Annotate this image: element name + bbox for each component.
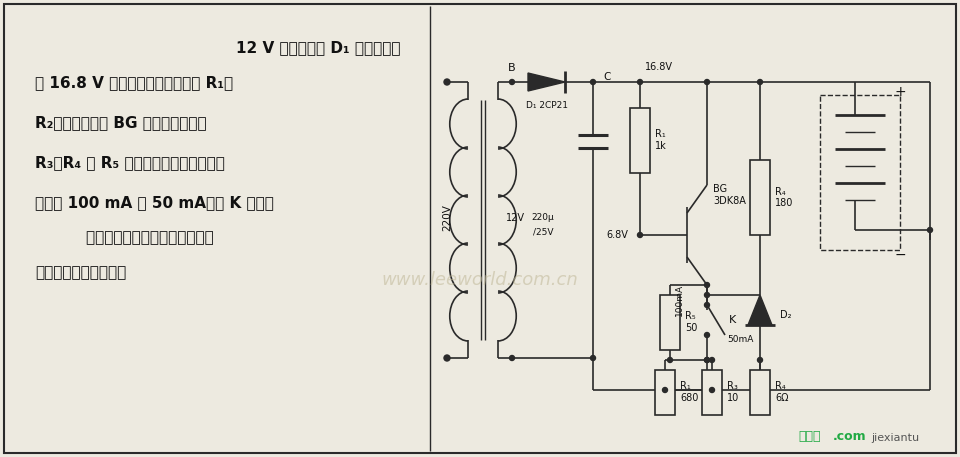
Circle shape — [709, 357, 714, 362]
Text: 施，使用中注意计时。: 施，使用中注意计时。 — [35, 265, 127, 280]
Bar — [750, 160, 770, 235]
Text: R₄
6Ω: R₄ 6Ω — [775, 381, 788, 403]
Text: 本电路设计简单，无超时保护措: 本电路设计简单，无超时保护措 — [65, 230, 214, 245]
Text: /25V: /25V — [533, 228, 553, 237]
Bar — [655, 370, 675, 415]
Text: 6.8V: 6.8V — [606, 230, 628, 240]
Circle shape — [927, 228, 932, 233]
Text: R₁
680: R₁ 680 — [680, 381, 698, 403]
Polygon shape — [528, 73, 565, 91]
Text: 到 16.8 V 左右直流充电电压，经 R₁，: 到 16.8 V 左右直流充电电压，经 R₁， — [35, 75, 233, 90]
Bar — [750, 370, 770, 415]
Text: www.leeworld.com.cn: www.leeworld.com.cn — [382, 271, 578, 289]
Text: BG
3DK8A: BG 3DK8A — [713, 184, 746, 206]
Circle shape — [667, 357, 673, 362]
Bar — [820, 95, 900, 250]
Text: D₁ 2CP21: D₁ 2CP21 — [525, 101, 567, 111]
Circle shape — [662, 388, 667, 393]
Circle shape — [705, 357, 709, 362]
Circle shape — [637, 80, 642, 85]
Circle shape — [444, 79, 450, 85]
Text: R₄
180: R₄ 180 — [775, 187, 793, 208]
Text: D₂: D₂ — [780, 310, 791, 320]
Circle shape — [757, 357, 762, 362]
Text: 50mA: 50mA — [727, 335, 754, 345]
Bar — [630, 108, 650, 173]
Text: 220μ: 220μ — [532, 213, 554, 223]
Circle shape — [705, 282, 709, 287]
Circle shape — [705, 292, 709, 298]
Circle shape — [705, 357, 709, 362]
Bar — [660, 295, 680, 350]
Text: 接线图: 接线图 — [799, 430, 821, 443]
Text: R₃
10: R₃ 10 — [727, 381, 739, 403]
Circle shape — [757, 80, 762, 85]
Text: 220V: 220V — [442, 205, 452, 231]
Circle shape — [590, 356, 595, 361]
Text: +: + — [894, 85, 906, 99]
Text: 16.8V: 16.8V — [645, 62, 673, 72]
Text: K: K — [729, 315, 736, 325]
Circle shape — [705, 303, 709, 308]
Circle shape — [637, 233, 642, 238]
Circle shape — [709, 388, 714, 393]
Text: −: − — [894, 248, 906, 262]
Text: R₃，R₄ 和 R₅ 为限流电阻，使充电电流: R₃，R₄ 和 R₅ 为限流电阻，使充电电流 — [35, 155, 225, 170]
Circle shape — [705, 333, 709, 338]
Text: R₁
1k: R₁ 1k — [655, 129, 667, 151]
Text: C: C — [603, 72, 611, 82]
Polygon shape — [748, 295, 772, 325]
Text: R₂，为恒流源管 BG 提供基极偏流。: R₂，为恒流源管 BG 提供基极偏流。 — [35, 115, 206, 130]
Circle shape — [705, 80, 709, 85]
Circle shape — [444, 355, 450, 361]
Text: 限制在 100 mA 和 50 mA，由 K 切换。: 限制在 100 mA 和 50 mA，由 K 切换。 — [35, 195, 274, 210]
Text: jiexiantu: jiexiantu — [871, 433, 919, 443]
Bar — [702, 370, 722, 415]
Text: 100mA: 100mA — [675, 284, 684, 316]
Circle shape — [510, 80, 515, 85]
Text: R₅
50: R₅ 50 — [685, 311, 697, 333]
Text: .com: .com — [833, 430, 867, 443]
Text: 12 V 交流电压经 D₁ 整流后，得: 12 V 交流电压经 D₁ 整流后，得 — [215, 40, 400, 55]
Circle shape — [590, 80, 595, 85]
Circle shape — [510, 356, 515, 361]
Text: 12V: 12V — [506, 213, 525, 223]
Text: B: B — [508, 63, 516, 73]
